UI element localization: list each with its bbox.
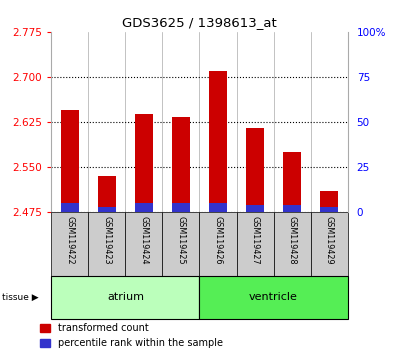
Text: GSM119424: GSM119424 [139,216,149,264]
Bar [246,205,264,212]
Title: GDS3625 / 1398613_at: GDS3625 / 1398613_at [122,16,277,29]
Bar [209,71,227,212]
Bar [320,192,339,212]
Bar [162,212,199,276]
Bar [98,176,116,212]
Text: atrium: atrium [107,292,144,302]
Bar [51,276,199,319]
Bar [51,212,88,276]
Bar [98,207,116,212]
Bar [60,110,79,212]
Bar [135,203,153,212]
Bar [199,212,237,276]
Bar [274,212,310,276]
Bar [199,276,348,319]
Text: ventricle: ventricle [249,292,298,302]
Text: GSM119422: GSM119422 [65,216,74,264]
Bar [172,203,190,212]
Bar [126,212,162,276]
Bar [320,207,339,212]
Bar [60,203,79,212]
Bar [88,212,126,276]
Bar [283,205,301,212]
Legend: transformed count, percentile rank within the sample: transformed count, percentile rank withi… [40,324,223,348]
Bar [172,117,190,212]
Bar [135,114,153,212]
Bar [246,128,264,212]
Bar [283,152,301,212]
Bar [310,212,348,276]
Text: tissue ▶: tissue ▶ [2,293,39,302]
Bar [237,212,274,276]
Text: GSM119423: GSM119423 [102,216,111,264]
Text: GSM119425: GSM119425 [177,216,186,264]
Text: GSM119426: GSM119426 [213,216,222,264]
Text: GSM119429: GSM119429 [325,216,334,264]
Bar [209,203,227,212]
Text: GSM119427: GSM119427 [250,216,260,264]
Text: GSM119428: GSM119428 [288,216,297,264]
